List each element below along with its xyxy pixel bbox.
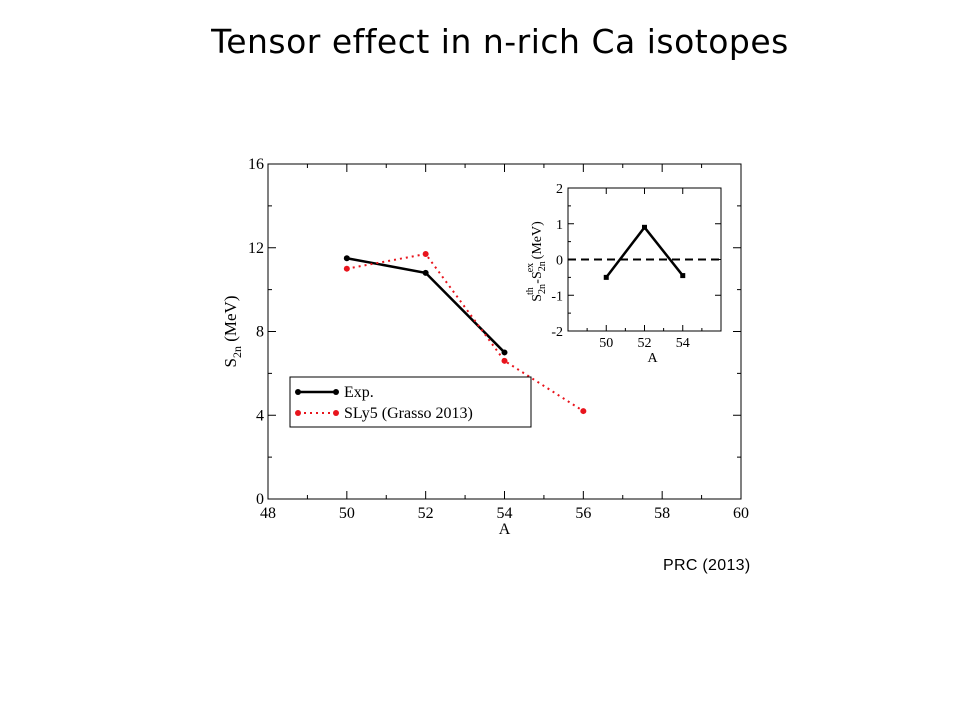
y-tick-label: 4 bbox=[256, 407, 264, 424]
inset-x-axis-label: A bbox=[647, 351, 658, 366]
inset-y-tick-label: 1 bbox=[556, 218, 563, 233]
y-axis-label: S2n (MeV) bbox=[221, 296, 244, 368]
x-axis-label: A bbox=[499, 521, 511, 538]
inset-series-point bbox=[680, 273, 686, 279]
x-tick-label: 56 bbox=[575, 505, 591, 522]
series-2-point bbox=[422, 251, 429, 258]
y-tick-label: 16 bbox=[248, 156, 264, 173]
legend-label-1: Exp. bbox=[344, 384, 374, 401]
x-tick-label: 60 bbox=[733, 505, 749, 522]
y-tick-label: 12 bbox=[248, 240, 264, 257]
series-1-point bbox=[343, 255, 350, 262]
slide-title: Tensor effect in n-rich Ca isotopes bbox=[211, 22, 789, 61]
series-2-point bbox=[580, 408, 587, 415]
y-tick-label: 0 bbox=[256, 491, 264, 508]
series-2-point bbox=[501, 357, 508, 364]
citation: PRC (2013) bbox=[663, 557, 751, 574]
inset-x-tick-label: 52 bbox=[638, 336, 652, 351]
x-tick-label: 48 bbox=[260, 505, 276, 522]
y-tick-label: 8 bbox=[256, 324, 264, 341]
legend-marker bbox=[333, 389, 339, 395]
inset-y-tick-label: 0 bbox=[556, 254, 563, 269]
inset-plot-frame bbox=[567, 187, 722, 332]
series-1-point bbox=[422, 269, 429, 276]
inset-series-point bbox=[603, 274, 609, 280]
legend-marker bbox=[295, 410, 301, 416]
legend-marker bbox=[295, 389, 301, 395]
inset-y-tick-label: -2 bbox=[551, 325, 563, 340]
legend-label-2: SLy5 (Grasso 2013) bbox=[344, 405, 473, 422]
inset-y-tick-label: 2 bbox=[556, 182, 563, 197]
series-line-2 bbox=[346, 252, 584, 412]
inset-x-tick-label: 54 bbox=[676, 336, 690, 351]
x-tick-label: 58 bbox=[654, 505, 670, 522]
inset-y-axis-label: S2nth -S2nex (MeV) bbox=[525, 221, 548, 302]
legend-box bbox=[289, 376, 532, 428]
x-tick-label: 54 bbox=[497, 505, 513, 522]
inset-y-tick-label: -1 bbox=[551, 289, 563, 304]
series-1-point bbox=[501, 349, 508, 356]
legend-marker bbox=[333, 410, 339, 416]
x-tick-label: 50 bbox=[339, 505, 355, 522]
inset-series-point bbox=[642, 224, 647, 230]
x-tick-label: 52 bbox=[418, 505, 434, 522]
inset-x-tick-label: 50 bbox=[599, 336, 613, 351]
series-2-point bbox=[343, 265, 350, 272]
